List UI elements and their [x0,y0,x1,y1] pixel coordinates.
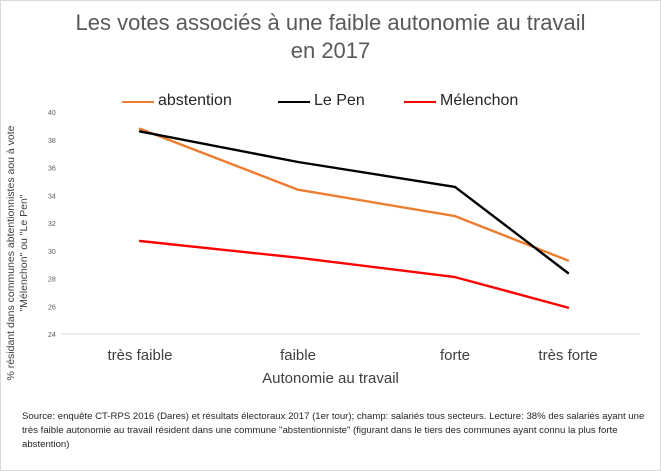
legend-swatch-melenchon [404,101,436,103]
legend-label-abstention: abstention [158,92,232,109]
y-tick-label: 34 [48,193,56,200]
series-line-m-lenchon [138,239,570,309]
y-tick-label: 32 [48,221,56,228]
x-tick-label: très faible [107,347,172,364]
y-tick-label: 28 [48,277,56,284]
legend-label-melenchon: Mélenchon [440,92,519,109]
x-axis-label: Autonomie au travail [262,370,399,387]
chart-title-line1: Les votes associés à une faible autonomi… [75,10,586,35]
legend-swatch-lepen [278,101,310,103]
legend-swatch-abstention [122,101,154,103]
x-tick-label: très forte [538,347,597,364]
legend-label-lepen: Le Pen [314,92,365,109]
y-tick-label: 24 [48,332,56,339]
y-tick-label: 36 [48,166,56,173]
y-tick-label: 40 [48,110,56,117]
x-tick-label: faible [280,347,316,364]
y-tick-label: 30 [48,249,56,256]
x-tick-label: forte [440,347,470,364]
series-line-abstention [138,127,570,262]
y-tick-label: 38 [48,138,56,145]
chart-title-line2: en 2017 [290,38,371,63]
y-tick-label: 26 [48,304,56,311]
source-note: Source: enquête CT-RPS 2016 (Dares) et r… [22,411,645,450]
series-line-le-pen [138,130,570,275]
